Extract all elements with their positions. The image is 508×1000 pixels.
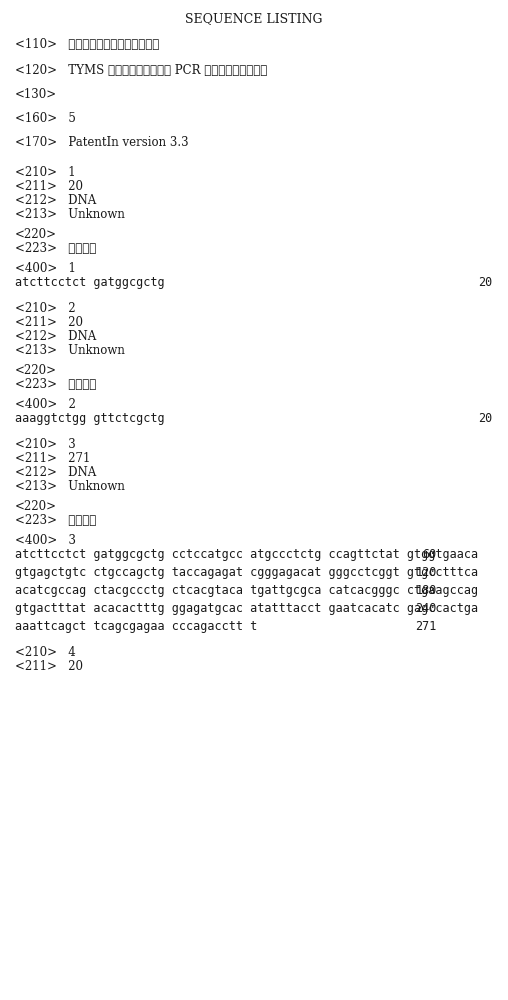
Text: <160>   5: <160> 5 [15,112,76,125]
Text: <130>: <130> [15,88,57,101]
Text: acatcgccag ctacgccctg ctcacgtaca tgattgcgca catcacgggc ctgaagccag: acatcgccag ctacgccctg ctcacgtaca tgattgc… [15,584,479,597]
Text: aaattcagct tcagcgagaa cccagacctt t: aaattcagct tcagcgagaa cccagacctt t [15,620,258,633]
Text: gtgactttat acacactttg ggagatgcac atatttacct gaatcacatc gagccactga: gtgactttat acacactttg ggagatgcac atattta… [15,602,479,615]
Text: <400>   3: <400> 3 [15,534,76,547]
Text: <210>   2: <210> 2 [15,302,76,315]
Text: <211>   20: <211> 20 [15,180,83,193]
Text: <211>   20: <211> 20 [15,660,83,673]
Text: 240: 240 [416,602,437,615]
Text: aaaggtctgg gttctcgctg: aaaggtctgg gttctcgctg [15,412,165,425]
Text: <211>   20: <211> 20 [15,316,83,329]
Text: <220>: <220> [15,500,57,513]
Text: <220>: <220> [15,364,57,377]
Text: <223>   人工序列: <223> 人工序列 [15,378,97,391]
Text: <213>   Unknown: <213> Unknown [15,344,125,357]
Text: <400>   1: <400> 1 [15,262,76,275]
Text: <223>   人工序列: <223> 人工序列 [15,242,97,255]
Text: 120: 120 [416,566,437,579]
Text: gtgagctgtc ctgccagctg taccagagat cgggagacat gggcctcggt gtgcctttca: gtgagctgtc ctgccagctg taccagagat cgggaga… [15,566,479,579]
Text: atcttcctct gatggcgctg cctccatgcc atgccctctg ccagttctat gtggtgaaca: atcttcctct gatggcgctg cctccatgcc atgccct… [15,548,479,561]
Text: SEQUENCE LISTING: SEQUENCE LISTING [185,12,323,25]
Text: <223>   人工序列: <223> 人工序列 [15,514,97,527]
Text: <212>   DNA: <212> DNA [15,194,97,207]
Text: 20: 20 [479,412,493,425]
Text: <220>: <220> [15,228,57,241]
Text: <210>   4: <210> 4 [15,646,76,659]
Text: <210>   3: <210> 3 [15,438,76,451]
Text: <400>   2: <400> 2 [15,398,76,411]
Text: 271: 271 [416,620,437,633]
Text: <212>   DNA: <212> DNA [15,466,97,479]
Text: <170>   PatentIn version 3.3: <170> PatentIn version 3.3 [15,136,189,149]
Text: 60: 60 [423,548,437,561]
Text: <210>   1: <210> 1 [15,166,76,179]
Text: 20: 20 [479,276,493,289]
Text: <213>   Unknown: <213> Unknown [15,480,125,493]
Text: <213>   Unknown: <213> Unknown [15,208,125,221]
Text: 180: 180 [416,584,437,597]
Text: <211>   271: <211> 271 [15,452,90,465]
Text: atcttcctct gatggcgctg: atcttcctct gatggcgctg [15,276,165,289]
Text: <120>   TYMS 基因表达量荧光定量 PCR 检测试剂盒及其应用: <120> TYMS 基因表达量荧光定量 PCR 检测试剂盒及其应用 [15,64,268,77]
Text: <110>   苏州贝斯麦医疗仪器有限公司: <110> 苏州贝斯麦医疗仪器有限公司 [15,38,160,51]
Text: <212>   DNA: <212> DNA [15,330,97,343]
